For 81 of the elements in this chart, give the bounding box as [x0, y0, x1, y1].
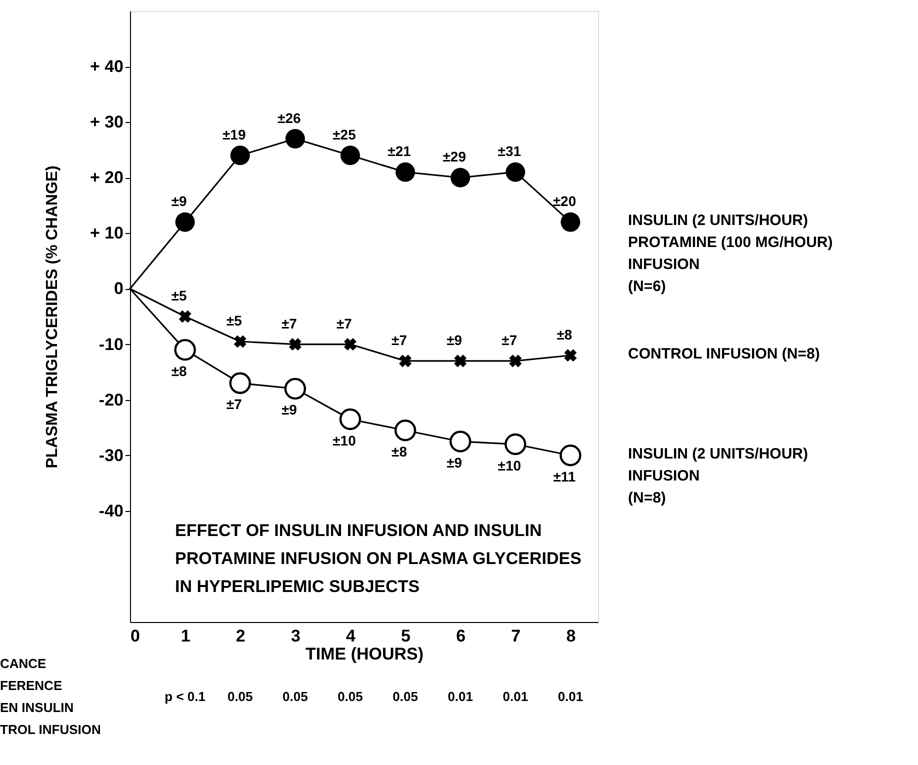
- x-tick-label: 8: [566, 626, 576, 646]
- y-tick-label: -10: [98, 334, 124, 354]
- text: CANCE FERENCE EN INSULIN TROL INFUSION: [0, 656, 101, 737]
- annotation: ±21: [388, 143, 412, 160]
- annotation: ±9: [281, 402, 298, 418]
- point: [450, 168, 470, 188]
- point: [564, 349, 577, 362]
- annotation: ±5: [171, 288, 187, 304]
- annotation: ±26: [278, 110, 302, 126]
- x-tick-label: 0: [130, 626, 140, 646]
- annotation: ±8: [556, 326, 572, 342]
- point: [288, 338, 302, 351]
- annotation: ±9: [446, 332, 462, 348]
- y-tick-label: -40: [98, 501, 124, 520]
- point: [399, 354, 412, 368]
- annotation: ±9: [446, 454, 462, 470]
- annotation: ±9: [171, 193, 187, 210]
- point: [504, 433, 526, 456]
- annotation: ±8: [171, 362, 187, 379]
- annotation: ±19: [222, 126, 246, 142]
- text: 0.05: [227, 689, 253, 704]
- y-tick-label: 0: [114, 279, 124, 298]
- x-tick-label: 2: [236, 626, 246, 646]
- x-tick-label: 5: [401, 626, 411, 646]
- annotation: ±5: [226, 312, 242, 328]
- point: [560, 212, 580, 232]
- point: [344, 338, 356, 351]
- point: [284, 378, 306, 400]
- point: [234, 335, 246, 348]
- annotation: ±7: [502, 332, 518, 348]
- y-axis-title: PLASMA TRIGLYCERIDES (% CHANGE): [44, 166, 61, 468]
- annotation: ±10: [498, 457, 522, 474]
- text: p < 0.1: [164, 689, 206, 704]
- point: [178, 310, 192, 323]
- text: INSULIN (2 UNITS/HOUR) PROTAMINE (100 MG/HOUR) INFUSION (N=6): [628, 212, 833, 296]
- x-tick-label: 3: [290, 626, 300, 646]
- point: [506, 162, 526, 182]
- y-tick-label: + 40: [90, 57, 124, 76]
- point: [229, 372, 251, 394]
- point: [560, 444, 582, 466]
- point: [509, 354, 522, 368]
- x-tick-label: 7: [511, 626, 521, 646]
- text: 0.01: [502, 689, 528, 704]
- text: 0.05: [282, 689, 308, 704]
- point: [174, 339, 196, 361]
- point: [394, 420, 416, 442]
- text: 0.01: [448, 689, 474, 704]
- point: [285, 129, 305, 148]
- text: EFFECT OF INSULIN INFUSION AND INSULIN PROTAMINE INFUSION ON PLASMA GLYCERIDES IN HYPERLIPEMIC SUBJECTS: [175, 521, 582, 596]
- x-axis-title: TIME (HOURS): [305, 644, 424, 664]
- text: 0.01: [558, 689, 584, 704]
- x-tick-label: 1: [180, 626, 190, 646]
- text: INSULIN (2 UNITS/HOUR) INFUSION (N=8): [628, 445, 808, 506]
- annotation: ±29: [442, 148, 466, 165]
- point: [339, 408, 362, 430]
- annotation: ±25: [332, 126, 356, 142]
- annotation: ±11: [553, 468, 576, 484]
- point: [450, 430, 472, 452]
- annotation: ±7: [392, 332, 408, 348]
- point: [454, 354, 467, 368]
- point: [396, 162, 416, 182]
- annotation: ±31: [498, 143, 522, 160]
- y-tick-label: + 20: [90, 168, 124, 188]
- x-tick-label: 4: [346, 626, 356, 646]
- x-tick-label: 6: [456, 626, 466, 646]
- point: [175, 212, 195, 232]
- y-tick-label: -20: [98, 390, 124, 410]
- annotation: ±8: [392, 443, 408, 460]
- text: 0.05: [338, 689, 363, 704]
- annotation: ±7: [336, 315, 352, 332]
- point: [230, 146, 250, 166]
- annotation: ±10: [332, 432, 356, 448]
- y-tick-label: -30: [98, 446, 124, 465]
- y-tick-label: + 30: [90, 112, 124, 132]
- annotation: ±7: [281, 315, 298, 332]
- text: 0.05: [392, 689, 418, 704]
- annotation: ±7: [226, 396, 242, 412]
- annotation: ±20: [552, 193, 576, 210]
- point: [340, 146, 360, 166]
- y-tick-label: + 10: [90, 224, 124, 243]
- text: CONTROL INFUSION (N=8): [628, 345, 820, 362]
